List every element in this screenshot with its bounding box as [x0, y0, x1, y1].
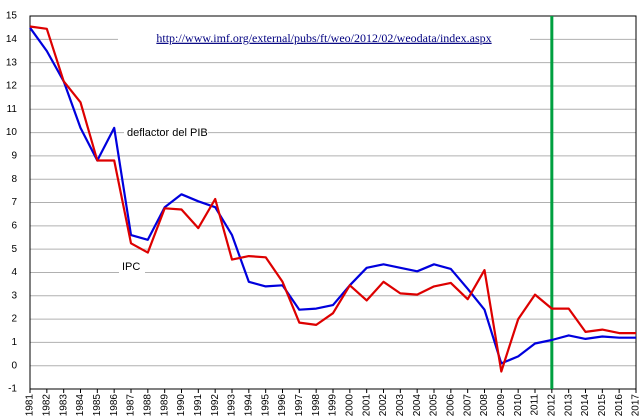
x-tick-label: 2015 [597, 394, 608, 416]
annotation: http://www.imf.org/external/pubs/ft/weo/… [156, 31, 491, 45]
x-tick-label: 2017 [631, 394, 642, 416]
y-tick-label: 4 [11, 267, 17, 278]
y-tick-label: -1 [8, 384, 17, 395]
x-tick-label: 1985 [92, 394, 103, 416]
x-tick-label: 1997 [294, 394, 305, 416]
x-tick-label: 1984 [75, 394, 86, 416]
annotation-box [118, 30, 530, 48]
series-line [29, 27, 636, 365]
x-tick-label: 2010 [513, 394, 524, 416]
x-tick-label: 1990 [176, 394, 187, 416]
x-tick-label: 1996 [277, 394, 288, 416]
x-tick-label: 1999 [328, 394, 339, 416]
x-tick-label: 1988 [142, 394, 153, 416]
y-tick-label: 15 [6, 11, 18, 22]
x-tick-label: 1987 [126, 394, 137, 416]
x-tick-label: 2014 [580, 394, 591, 416]
x-tick-label: 1982 [41, 394, 52, 416]
label-box [119, 259, 145, 275]
x-tick-label: 1981 [25, 394, 36, 416]
x-tick-label: 1989 [159, 394, 170, 416]
x-tick-label: 1991 [193, 394, 204, 416]
x-tick-label: 1992 [210, 394, 221, 416]
x-tick-label: 1983 [58, 394, 69, 416]
x-tick-label: 2012 [546, 394, 557, 416]
x-tick-label: 2004 [412, 394, 423, 416]
x-tick-label: 2005 [429, 394, 440, 416]
x-tick-label: 2013 [563, 394, 574, 416]
label-box [124, 125, 208, 141]
y-tick-label: 9 [11, 151, 17, 162]
y-tick-label: 11 [7, 104, 18, 115]
y-tick-label: 8 [11, 174, 17, 185]
x-tick-label: 1998 [311, 394, 322, 416]
x-tick-label: 2003 [395, 394, 406, 416]
x-tick-label: 2002 [378, 394, 389, 416]
y-tick-label: 10 [6, 127, 18, 138]
x-tick-label: 1986 [109, 394, 120, 416]
series-label: deflactor del PIB [127, 127, 208, 139]
x-tick-label: 2008 [479, 394, 490, 416]
series-line [29, 25, 636, 373]
x-tick-label: 2000 [344, 394, 355, 416]
x-tick-label: 1994 [243, 394, 254, 416]
y-tick-label: 0 [11, 360, 17, 371]
y-tick-label: 6 [11, 220, 17, 231]
x-tick-label: 2009 [496, 394, 507, 416]
y-tick-label: 14 [6, 34, 18, 45]
y-tick-label: 2 [11, 314, 17, 325]
x-tick-label: 2016 [614, 394, 625, 416]
series-label: IPC [122, 261, 140, 273]
y-tick-label: 13 [6, 57, 18, 68]
x-tick-label: 1993 [227, 394, 238, 416]
x-tick-label: 2001 [361, 394, 372, 416]
x-tick-label: 2007 [462, 394, 473, 416]
y-tick-label: 3 [11, 290, 17, 301]
y-tick-label: 7 [11, 197, 17, 208]
y-tick-label: 5 [11, 244, 17, 255]
y-tick-label: 12 [6, 81, 18, 92]
y-tick-label: 1 [11, 337, 17, 348]
x-tick-label: 2011 [530, 394, 541, 416]
x-tick-label: 1995 [260, 394, 271, 416]
x-tick-label: 2006 [445, 394, 456, 416]
